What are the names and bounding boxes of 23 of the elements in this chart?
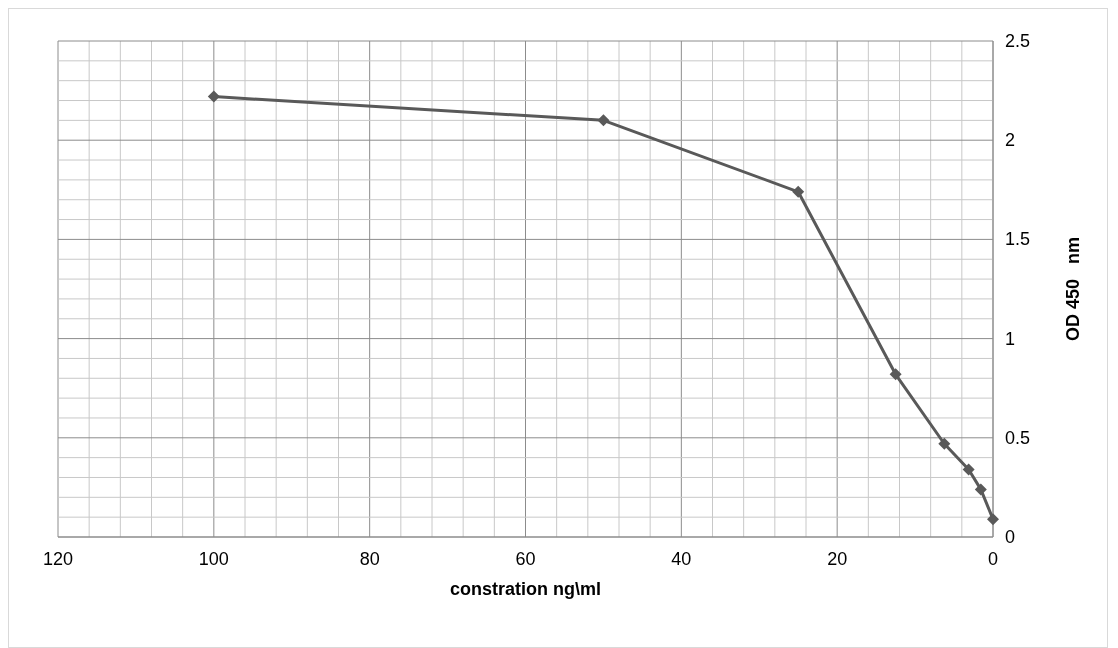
point [792, 185, 805, 198]
point [962, 463, 975, 476]
y-tick-label: 0.5 [1005, 427, 1031, 448]
x-tick-label: 0 [987, 549, 999, 569]
y-tick-label: 2 [1005, 130, 1016, 151]
x-tick-label: 40 [671, 549, 692, 569]
x-tick-label: 100 [198, 549, 229, 569]
x-tick-label: 120 [42, 549, 74, 569]
point [207, 90, 220, 103]
x-tick-label: 60 [515, 549, 536, 569]
point [889, 368, 902, 381]
y-tick-label: 2.5 [1005, 31, 1031, 51]
point [938, 437, 951, 450]
y-tick-label: 1 [1005, 328, 1016, 349]
y-tick-label: 0 [1005, 527, 1016, 547]
x-axis-title: constration ng\ml [449, 579, 602, 599]
y-tick-label: 1.5 [1005, 229, 1031, 250]
point [597, 114, 610, 127]
point [974, 483, 987, 496]
y-axis-title: OD 450 nm [1063, 236, 1083, 342]
x-tick-label: 20 [827, 549, 848, 569]
point [987, 513, 999, 526]
x-tick-label: 80 [359, 549, 380, 569]
